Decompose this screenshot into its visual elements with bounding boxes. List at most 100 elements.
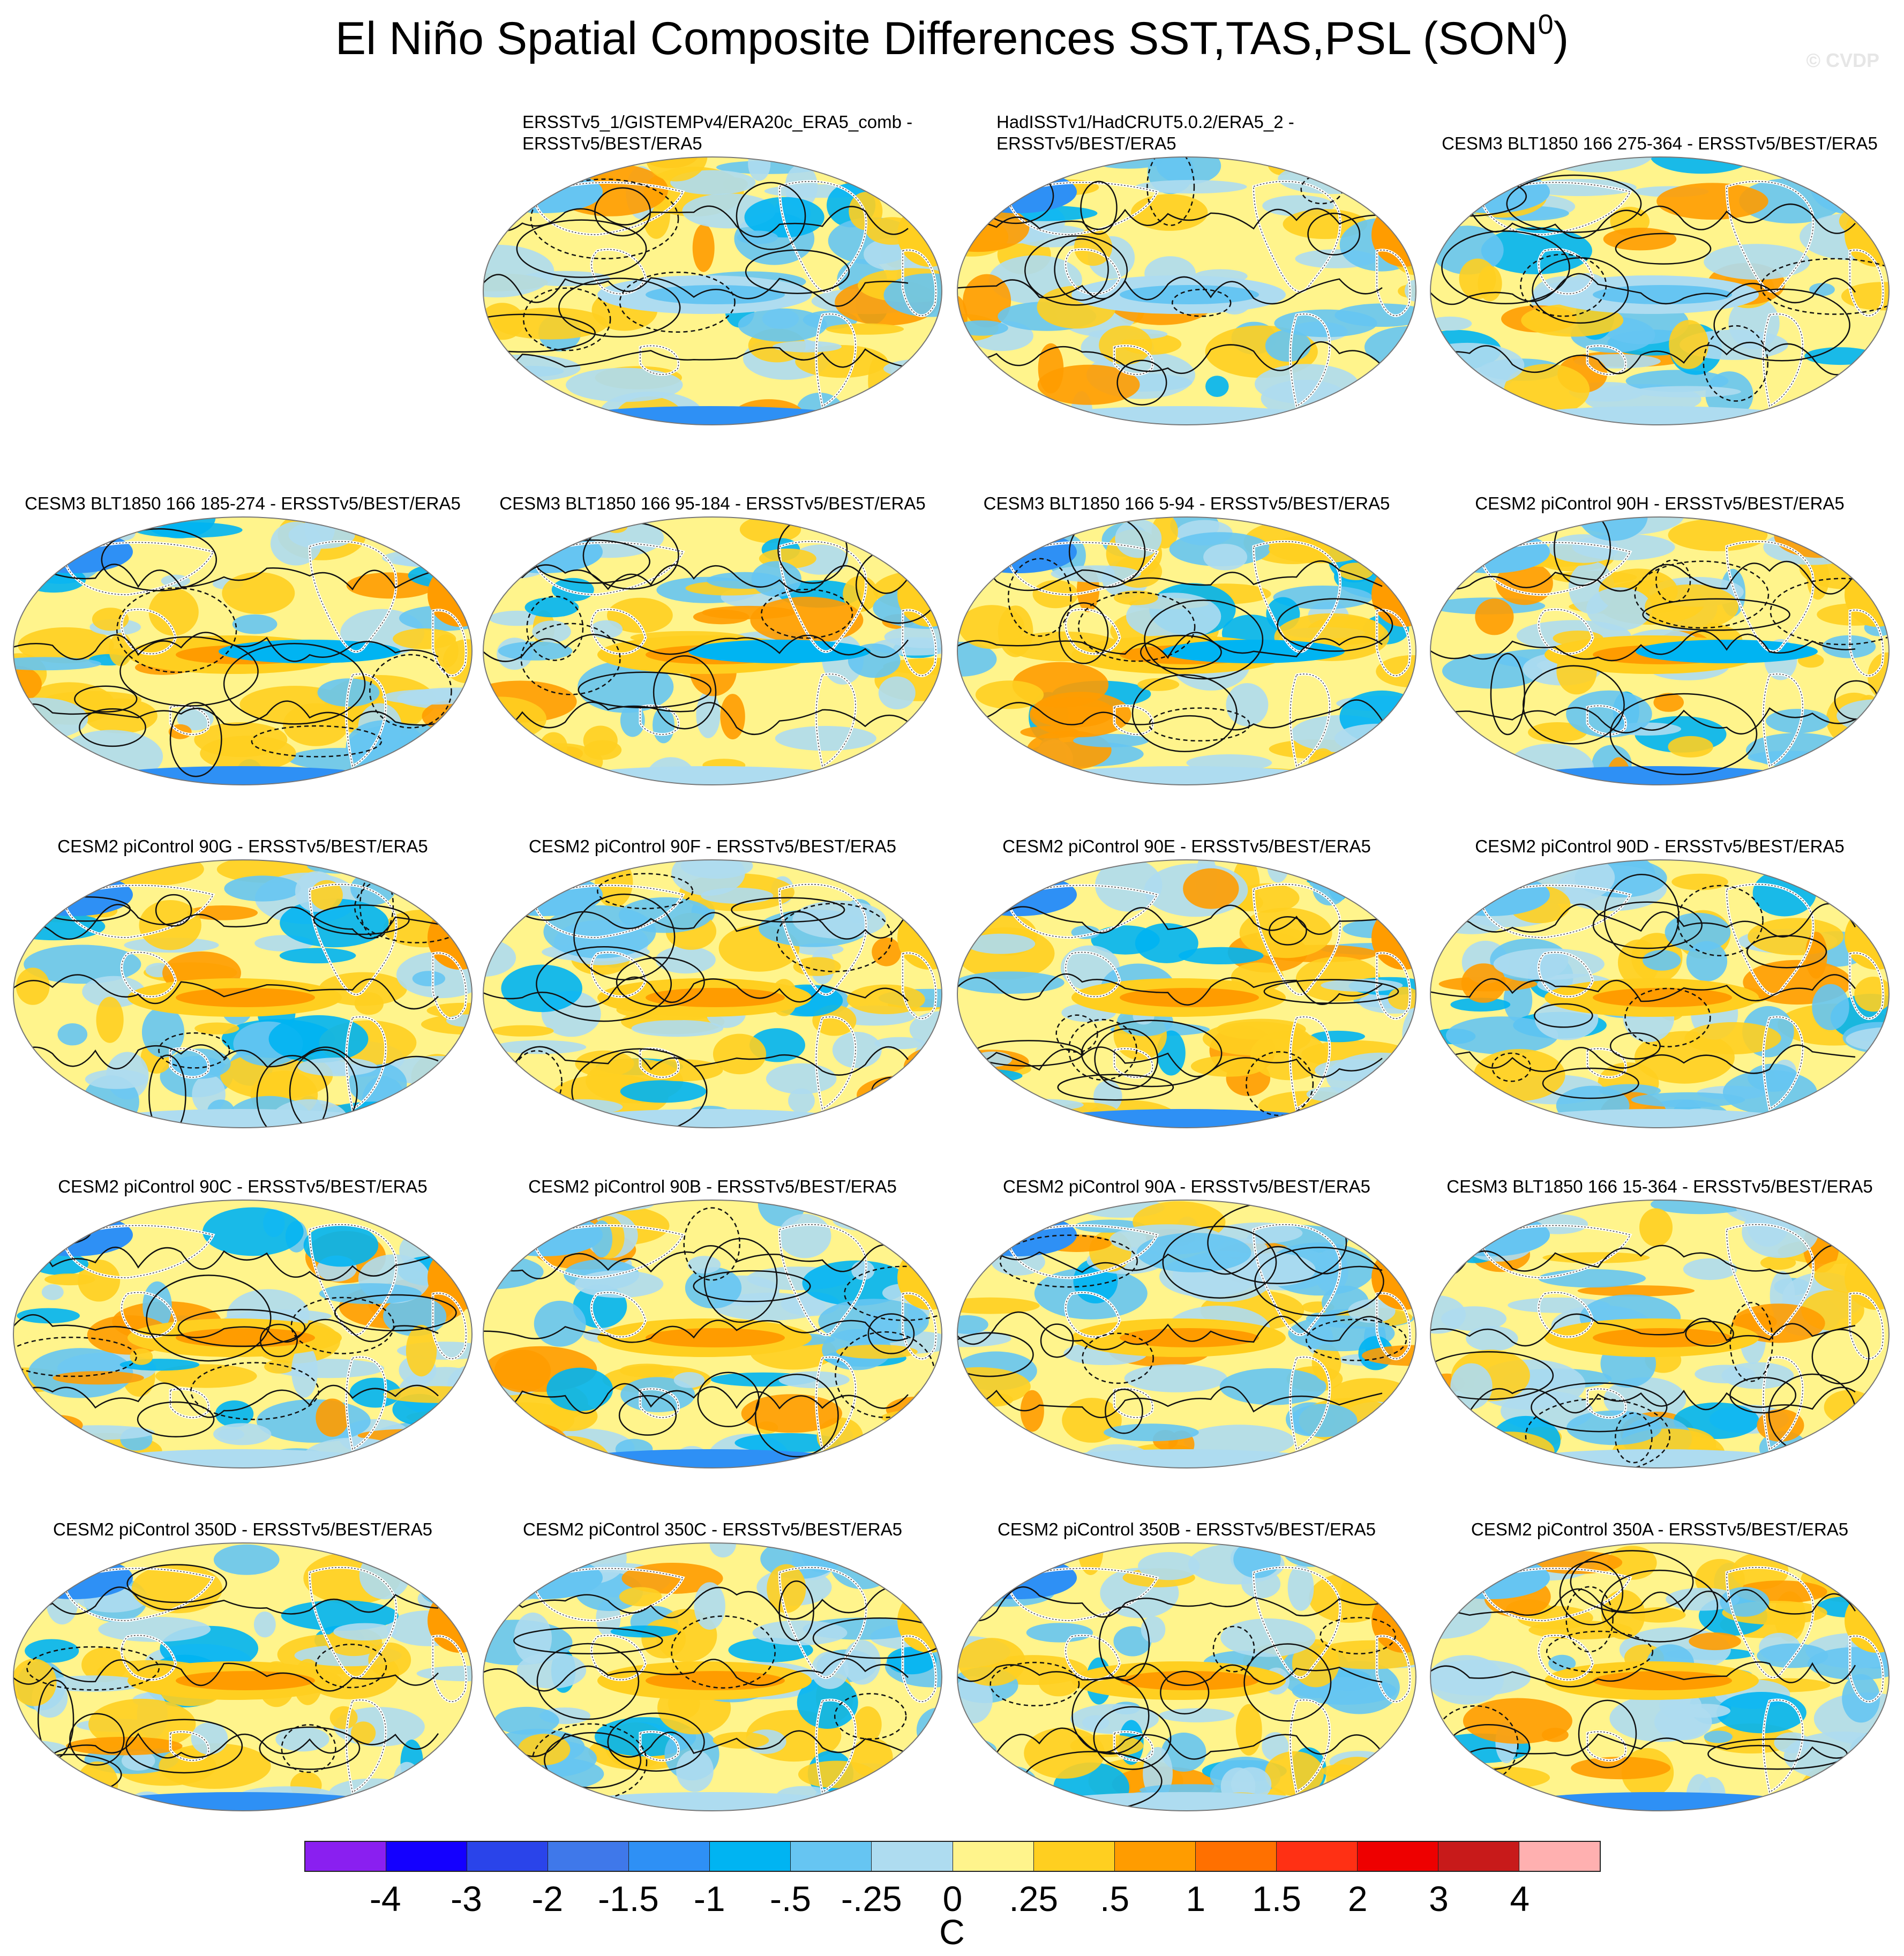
colorbar-tick-label: -.5 — [769, 1879, 812, 1918]
figure-title-text: El Niño Spatial Composite Differences SS… — [335, 13, 1538, 64]
colorbar-tick-label: -.25 — [841, 1879, 902, 1918]
map-panel-p6: CESM3 BLT1850 166 5-94 - ERSSTv5/BEST/ER… — [954, 455, 1420, 788]
world-map — [957, 516, 1416, 785]
map-field — [13, 1543, 472, 1811]
world-map — [483, 516, 942, 785]
map-panel-p14: CESM2 piControl 90A - ERSSTv5/BEST/ERA5 — [954, 1138, 1420, 1471]
panel-title: CESM2 piControl 90G - ERSSTv5/BEST/ERA5 — [57, 836, 428, 856]
map-field — [1430, 1543, 1889, 1811]
colorbar-swatch — [305, 1842, 387, 1871]
world-map — [13, 859, 473, 1128]
world-map — [1430, 516, 1890, 785]
world-map — [483, 1200, 942, 1468]
colorbar-tick-label: 3 — [1429, 1879, 1449, 1918]
colorbar-swatch — [548, 1842, 629, 1871]
world-map — [957, 859, 1416, 1128]
panel-title: CESM3 BLT1850 166 95-184 - ERSSTv5/BEST/… — [499, 493, 926, 513]
map-field — [1430, 157, 1889, 425]
map-panel-p12: CESM2 piControl 90C - ERSSTv5/BEST/ERA5 — [10, 1138, 476, 1471]
map-panel-p16: CESM2 piControl 350D - ERSSTv5/BEST/ERA5 — [10, 1481, 476, 1813]
map-field — [957, 1543, 1416, 1811]
world-map — [483, 156, 942, 425]
map-field — [483, 157, 942, 425]
world-map — [957, 156, 1416, 425]
map-field — [957, 860, 1416, 1128]
map-field — [957, 1200, 1416, 1468]
panel-title: CESM2 piControl 90B - ERSSTv5/BEST/ERA5 — [528, 1176, 897, 1196]
colorbar-swatch — [953, 1842, 1034, 1871]
map-panel-p17: CESM2 piControl 350C - ERSSTv5/BEST/ERA5 — [479, 1481, 946, 1813]
colorbar-tick-label: 0 — [942, 1879, 963, 1918]
map-field — [1430, 1200, 1889, 1468]
world-map — [13, 516, 473, 785]
panel-title: CESM2 piControl 90E - ERSSTv5/BEST/ERA5 — [1002, 836, 1371, 856]
panel-title: CESM2 piControl 350C - ERSSTv5/BEST/ERA5 — [523, 1519, 902, 1539]
map-field — [483, 1543, 942, 1811]
world-map — [1430, 1200, 1890, 1468]
map-panel-p5: CESM3 BLT1850 166 95-184 - ERSSTv5/BEST/… — [479, 455, 946, 788]
figure-title-close: ) — [1553, 13, 1569, 64]
map-panel-p15: CESM3 BLT1850 166 15-364 - ERSSTv5/BEST/… — [1427, 1138, 1893, 1471]
colorbar-swatch — [467, 1842, 549, 1871]
map-field — [957, 157, 1416, 425]
panel-title: HadISSTv1/HadCRUT5.0.2/ERA5_2 - ERSSTv5/… — [996, 112, 1294, 153]
map-panel-p3: CESM3 BLT1850 166 275-364 - ERSSTv5/BEST… — [1427, 95, 1893, 428]
colorbar-swatch — [386, 1842, 468, 1871]
colorbar-tick-label: 1.5 — [1252, 1879, 1301, 1918]
map-field — [483, 517, 942, 785]
panel-title: CESM3 BLT1850 166 275-364 - ERSSTv5/BEST… — [1442, 133, 1878, 153]
map-field — [13, 1200, 472, 1468]
panel-title: CESM2 piControl 350B - ERSSTv5/BEST/ERA5 — [997, 1519, 1376, 1539]
colorbar-swatch — [629, 1842, 710, 1871]
colorbar-tick-label: .5 — [1099, 1879, 1130, 1918]
colorbar-swatch — [1195, 1842, 1277, 1871]
map-panel-p10: CESM2 piControl 90E - ERSSTv5/BEST/ERA5 — [954, 798, 1420, 1130]
world-map — [1430, 156, 1890, 425]
map-panel-p2: HadISSTv1/HadCRUT5.0.2/ERA5_2 - ERSSTv5/… — [954, 95, 1420, 428]
world-map — [1430, 859, 1890, 1128]
map-field — [13, 517, 472, 785]
map-panel-p8: CESM2 piControl 90G - ERSSTv5/BEST/ERA5 — [10, 798, 476, 1130]
map-panel-p4: CESM3 BLT1850 166 185-274 - ERSSTv5/BEST… — [10, 455, 476, 788]
panel-title: CESM2 piControl 90D - ERSSTv5/BEST/ERA5 — [1475, 836, 1845, 856]
map-field — [1430, 517, 1889, 785]
world-map — [13, 1200, 473, 1468]
map-panel-p9: CESM2 piControl 90F - ERSSTv5/BEST/ERA5 — [479, 798, 946, 1130]
map-panel-p1: ERSSTv5_1/GISTEMPv4/ERA20c_ERA5_comb - E… — [479, 95, 946, 428]
colorbar-swatch — [1519, 1842, 1600, 1871]
map-panel-p7: CESM2 piControl 90H - ERSSTv5/BEST/ERA5 — [1427, 455, 1893, 788]
colorbar-units: C — [939, 1912, 965, 1952]
colorbar-tick-label: .25 — [1009, 1879, 1059, 1918]
colorbar-tick-label: -1 — [693, 1879, 725, 1918]
colorbar — [304, 1841, 1601, 1872]
panel-title: CESM3 BLT1850 166 15-364 - ERSSTv5/BEST/… — [1446, 1176, 1873, 1196]
map-field — [483, 860, 942, 1128]
world-map — [957, 1542, 1416, 1811]
map-field — [483, 1200, 942, 1468]
colorbar-swatch — [1276, 1842, 1358, 1871]
panel-title: CESM3 BLT1850 166 5-94 - ERSSTv5/BEST/ER… — [983, 493, 1390, 513]
colorbar-swatch — [872, 1842, 953, 1871]
map-panel-p18: CESM2 piControl 350B - ERSSTv5/BEST/ERA5 — [954, 1481, 1420, 1813]
panel-title: CESM2 piControl 350D - ERSSTv5/BEST/ERA5 — [53, 1519, 432, 1539]
map-panel-p19: CESM2 piControl 350A - ERSSTv5/BEST/ERA5 — [1427, 1481, 1893, 1813]
world-map — [1430, 1542, 1890, 1811]
colorbar-swatch — [1357, 1842, 1438, 1871]
map-field — [1430, 860, 1889, 1128]
figure-title: El Niño Spatial Composite Differences SS… — [0, 9, 1904, 65]
panel-title: CESM2 piControl 90C - ERSSTv5/BEST/ERA5 — [58, 1176, 428, 1196]
panel-title: CESM2 piControl 90A - ERSSTv5/BEST/ERA5 — [1003, 1176, 1370, 1196]
panel-title: CESM2 piControl 90H - ERSSTv5/BEST/ERA5 — [1475, 493, 1845, 513]
map-field — [13, 860, 472, 1128]
panel-title: CESM3 BLT1850 166 185-274 - ERSSTv5/BEST… — [25, 493, 461, 513]
figure-title-superscript: 0 — [1538, 9, 1554, 40]
colorbar-tick-label: 1 — [1186, 1879, 1206, 1918]
map-panel-p13: CESM2 piControl 90B - ERSSTv5/BEST/ERA5 — [479, 1138, 946, 1471]
panel-title: CESM2 piControl 350A - ERSSTv5/BEST/ERA5 — [1471, 1519, 1849, 1539]
world-map — [957, 1200, 1416, 1468]
panel-title: ERSSTv5_1/GISTEMPv4/ERA20c_ERA5_comb - E… — [522, 112, 913, 153]
panel-title: CESM2 piControl 90F - ERSSTv5/BEST/ERA5 — [529, 836, 896, 856]
watermark: © CVDP — [1806, 49, 1879, 71]
colorbar-swatch — [1114, 1842, 1196, 1871]
map-field — [957, 517, 1416, 785]
